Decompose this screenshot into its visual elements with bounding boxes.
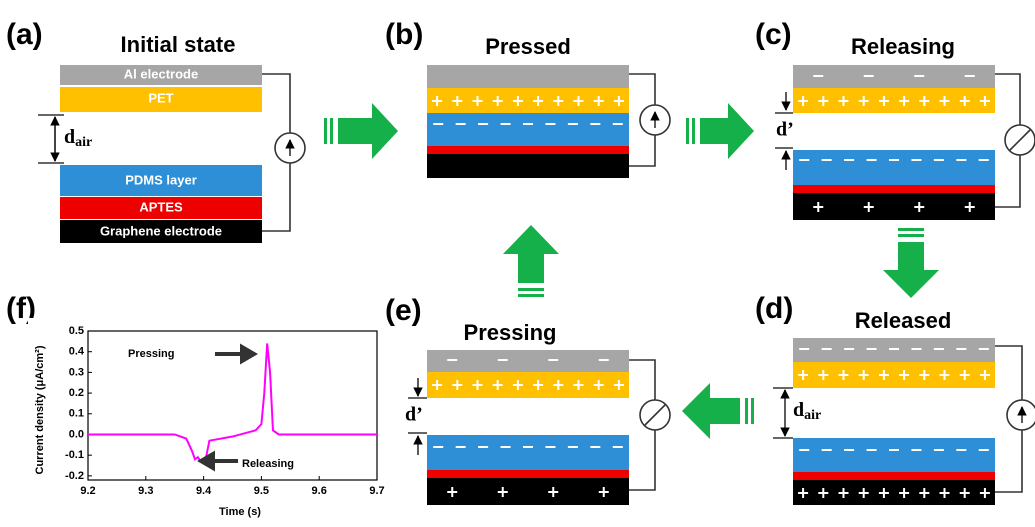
layer-label: Graphene electrode <box>100 223 222 238</box>
gap-subscript: air <box>75 135 92 150</box>
annotation: Pressing <box>128 348 174 360</box>
panel-a: dair Al electrode PET PDMS layer APTES G… <box>38 65 305 243</box>
y-tick-label: 0.3 <box>69 366 84 378</box>
y-tick-label: 0.2 <box>69 387 84 399</box>
x-tick-label: 9.4 <box>196 485 212 497</box>
y-tick-label: 0.4 <box>69 346 85 358</box>
gap-symbol: d <box>793 399 804 421</box>
annotation: Releasing <box>242 458 294 470</box>
panel-label: (a) <box>6 18 43 51</box>
panel-label: (e) <box>385 294 422 327</box>
x-tick-label: 9.7 <box>369 485 384 497</box>
panel-title: Pressing <box>464 320 557 345</box>
x-tick-label: 9.6 <box>312 485 327 497</box>
panel-d: dair <box>773 338 1035 505</box>
y-tick-label: -0.1 <box>65 449 84 461</box>
gap-label: d’ <box>405 404 423 426</box>
panel-b <box>427 65 670 178</box>
x-tick-label: 9.3 <box>138 485 153 497</box>
y-axis-label: Current density (μA/cm²) <box>34 345 46 474</box>
gap-symbol: d <box>64 126 75 148</box>
panel-title: Pressed <box>485 34 571 59</box>
gap-label: dair <box>793 399 821 424</box>
gap-subscript: air <box>804 408 821 423</box>
layer-label: APTES <box>139 199 183 214</box>
panel-title: Releasing <box>851 34 955 59</box>
x-tick-label: 9.2 <box>80 485 95 497</box>
panel-title: Initial state <box>121 32 236 57</box>
layer-label: Al electrode <box>124 66 198 81</box>
layer-label: PDMS layer <box>125 172 197 187</box>
x-tick-label: 9.5 <box>254 485 269 497</box>
y-tick-label: 0.5 <box>69 325 84 337</box>
panel-label: (d) <box>755 292 793 325</box>
layer-label: PET <box>148 90 173 105</box>
figure: (a) Initial state (b) Pressed (c) Releas… <box>0 0 1035 527</box>
x-axis-label: Time (s) <box>219 506 261 518</box>
y-tick-label: -0.2 <box>65 470 84 482</box>
gap-label: dair <box>64 126 92 151</box>
panel-label: (b) <box>385 18 423 51</box>
panel-e: d’ <box>405 350 670 505</box>
panel-c: d’ <box>775 65 1035 220</box>
gap-label: d’ <box>776 119 794 141</box>
y-tick-label: 0.1 <box>69 408 84 420</box>
panel-title: Released <box>855 308 952 333</box>
panel-label: (c) <box>755 18 792 51</box>
y-tick-label: 0.0 <box>69 428 84 440</box>
